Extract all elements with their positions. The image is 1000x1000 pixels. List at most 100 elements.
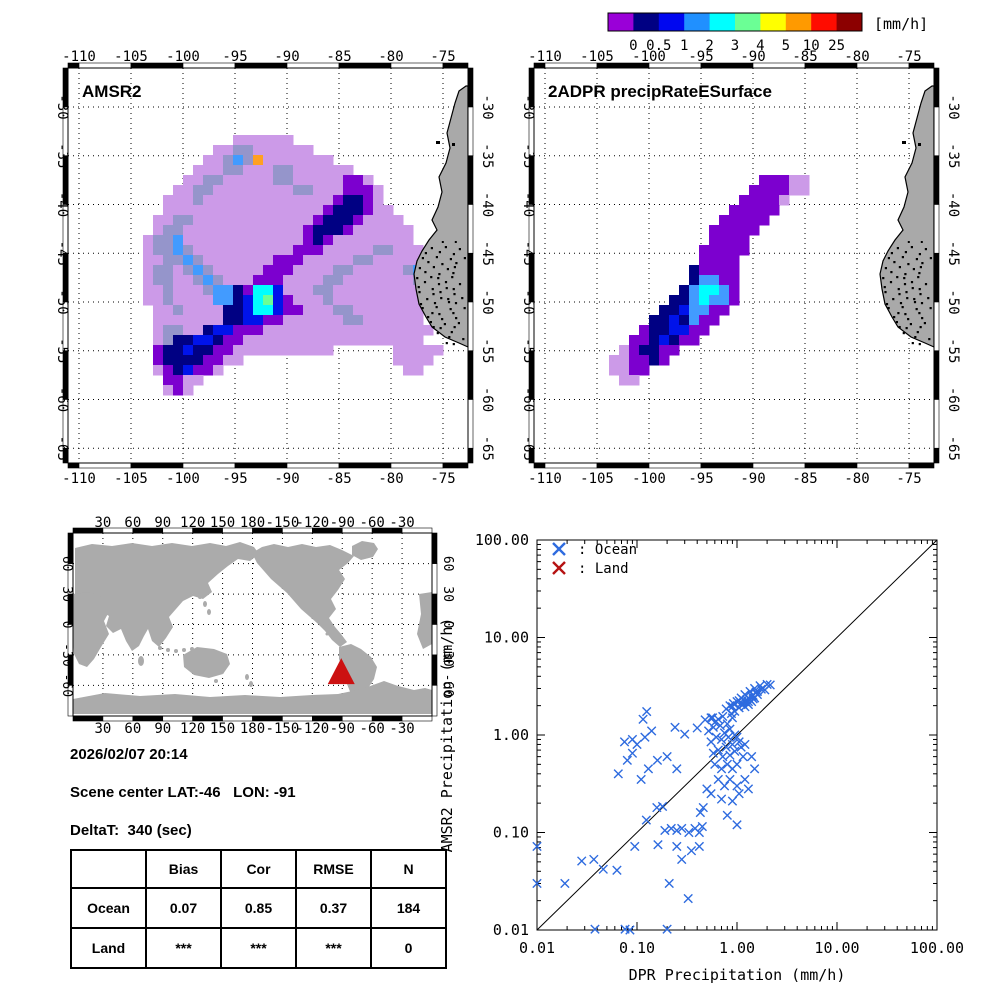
tick-label: 1	[680, 38, 688, 54]
tick-label: -60	[59, 674, 74, 697]
tick-label: -105	[580, 49, 614, 65]
precip-raster	[143, 135, 444, 396]
tick-label: -110	[62, 49, 96, 65]
tick-label: 60	[59, 556, 74, 572]
stats-header-row: Bias Cor RMSE N	[70, 849, 447, 889]
tick-label: 0.5	[646, 38, 671, 54]
tick-label: -150	[266, 721, 300, 737]
tick-label: -80	[844, 49, 869, 65]
tick-label: 180	[240, 721, 265, 737]
tick-label: -65	[945, 436, 961, 461]
tick-label: -90	[274, 471, 299, 487]
stats-row-land: Land *** *** *** 0	[70, 927, 447, 969]
tick-label: -110	[62, 471, 96, 487]
tick-label: -50	[945, 289, 961, 314]
scene-info: 2026/02/07 20:14 Scene center LAT:-46 LO…	[70, 746, 296, 860]
tick-label: 180	[240, 515, 265, 531]
tick-label: -50	[520, 289, 536, 314]
tick-label: -95	[222, 471, 247, 487]
tick-label: -45	[54, 241, 70, 266]
tick-label: -40	[945, 192, 961, 217]
tick-label: -40	[520, 192, 536, 217]
stats-land-bias: ***	[145, 927, 222, 969]
tick-label: -35	[54, 143, 70, 168]
tick-label: 90	[154, 721, 171, 737]
tick-label: -95	[688, 471, 713, 487]
tick-label: -55	[945, 338, 961, 363]
world-map-panel: 303060609090120120150150180180-150-150-1…	[59, 515, 455, 737]
tick-label: -120	[295, 721, 329, 737]
tick-label: -30	[479, 94, 495, 119]
tick-label: -100	[632, 49, 666, 65]
legend-land-label: : Land	[578, 561, 629, 577]
scatter-xaxis-title: DPR Precipitation (mm/h)	[629, 966, 846, 984]
tick-label: -35	[479, 143, 495, 168]
amsr2-map-panel: -110 -110 -105 -105 -100 -100 -95 -95 -90 -90 -85 -…	[54, 49, 495, 487]
world-continents	[73, 541, 432, 714]
tick-label: -35	[520, 143, 536, 168]
tick-label: -120	[295, 515, 329, 531]
tick-label: -85	[326, 471, 351, 487]
tick-label: 10.00	[484, 629, 529, 647]
stats-ocean-n: 184	[370, 887, 447, 929]
tick-label: -60	[440, 674, 455, 697]
scene-location-marker	[327, 658, 355, 685]
tick-label: -90	[740, 49, 765, 65]
tick-label: 1.00	[719, 939, 755, 957]
tick-label: -75	[896, 49, 921, 65]
scene-deltat: DeltaT: 340 (sec)	[70, 822, 192, 839]
tick-label: 100.00	[475, 531, 529, 549]
stats-land-n: 0	[370, 927, 447, 969]
tick-label: -30	[54, 94, 70, 119]
tick-label: 120	[180, 515, 205, 531]
tick-label: -60	[360, 515, 385, 531]
tick-label: -85	[792, 471, 817, 487]
tick-label: -60	[945, 387, 961, 412]
scene-center: Scene center LAT:-46 LON: -91	[70, 784, 296, 801]
scatter-yaxis-title: AMSR2 Precipitation (mm/h)	[438, 618, 456, 853]
tick-label: 0.10	[619, 939, 655, 957]
tick-label: -105	[114, 49, 148, 65]
tick-label: -110	[528, 471, 562, 487]
tick-label: -60	[54, 387, 70, 412]
colorbar: 0 0.5 1 2 3 4 5 10 25	[607, 12, 863, 54]
scatter-panel: 0.010.01 0.10 0.10 1.00 1.00 10.00 10.00 100.00…	[475, 531, 964, 957]
chile-coastline	[879, 85, 935, 348]
tick-label: 10	[803, 38, 820, 54]
tick-label: 0	[629, 38, 637, 54]
tick-label: -65	[520, 436, 536, 461]
tick-label: -45	[945, 241, 961, 266]
dpr-map-panel: -110 -110 -105 -105 -100 -100 -95 -95 -90 -90 -85 -…	[520, 49, 961, 487]
scene-datetime: 2026/02/07 20:14	[70, 746, 188, 763]
stats-header-rmse: RMSE	[295, 849, 372, 889]
stats-land-label: Land	[70, 927, 147, 969]
tick-label: 0.01	[519, 939, 555, 957]
tick-label: -90	[330, 515, 355, 531]
tick-label: -100	[166, 471, 200, 487]
stats-land-rmse: ***	[295, 927, 372, 969]
tick-label: -45	[520, 241, 536, 266]
tick-label: -105	[114, 471, 148, 487]
tick-label: 90	[154, 515, 171, 531]
precip-raster	[609, 175, 810, 386]
tick-label: 30	[94, 721, 111, 737]
tick-label: -60	[360, 721, 385, 737]
tick-label: 60	[440, 556, 455, 572]
tick-label: 0	[59, 621, 74, 629]
tick-label: -85	[326, 49, 351, 65]
tick-label: -90	[330, 721, 355, 737]
tick-label: 0	[440, 621, 455, 629]
tick-label: -90	[274, 49, 299, 65]
stats-ocean-rmse: 0.37	[295, 887, 372, 929]
tick-label: -30	[945, 94, 961, 119]
tick-label: 30	[59, 586, 74, 602]
scatter-legend: : Ocean : Land	[552, 542, 637, 577]
tick-label: -75	[430, 471, 455, 487]
tick-label: -65	[54, 436, 70, 461]
tick-label: -55	[54, 338, 70, 363]
tick-label: -30	[520, 94, 536, 119]
tick-label: -60	[520, 387, 536, 412]
tick-label: -40	[479, 192, 495, 217]
